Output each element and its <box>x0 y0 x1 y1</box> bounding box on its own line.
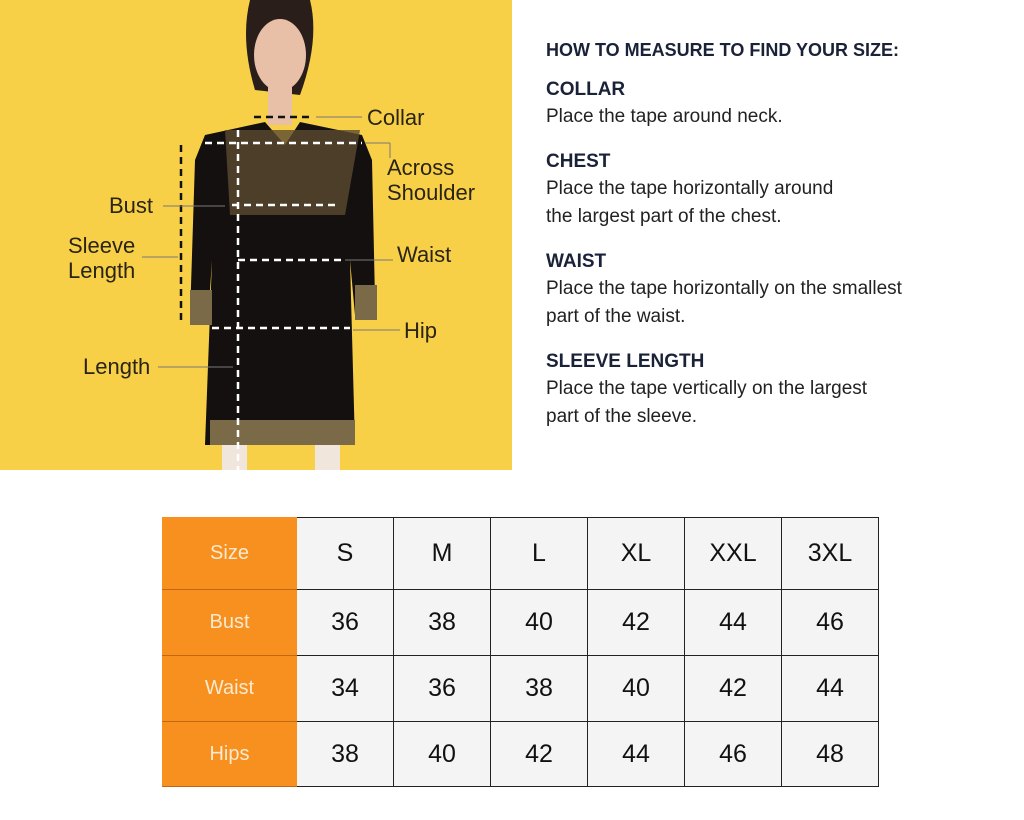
measurement-cell: 40 <box>587 655 685 722</box>
collar-label: Collar <box>367 105 425 130</box>
section-text: Place the tape horizontally around the l… <box>546 178 834 227</box>
section-heading: SLEEVE LENGTH <box>546 351 705 372</box>
measuring-guide: HOW TO MEASURE TO FIND YOUR SIZE: COLLAR… <box>546 40 1006 449</box>
size-header-cell: L <box>490 517 588 590</box>
section-text: Place the tape horizontally on the small… <box>546 278 902 327</box>
measurement-cell: 42 <box>684 655 782 722</box>
measurement-diagram: Collar Across Shoulder Bust Sleeve Lengt… <box>0 0 512 470</box>
guide-title: HOW TO MEASURE TO FIND YOUR SIZE: <box>546 40 900 60</box>
measurement-cell: 46 <box>781 589 879 656</box>
measurement-cell: 40 <box>490 589 588 656</box>
measurement-cell: 38 <box>490 655 588 722</box>
row-header: Waist <box>162 655 297 722</box>
size-header-cell: S <box>296 517 394 590</box>
section-text: Place the tape around neck. <box>546 106 783 127</box>
row-header: Hips <box>162 721 297 787</box>
size-header-cell: XXL <box>684 517 782 590</box>
across-shoulder-label: Across Shoulder <box>387 155 476 205</box>
measurement-cell: 44 <box>684 589 782 656</box>
size-chart-table: Size S M L XL XXL 3XL Bust 36 38 40 42 44 46 Waist 34 36… <box>162 517 879 787</box>
measurement-cell: 44 <box>781 655 879 722</box>
bust-label: Bust <box>109 193 154 218</box>
measurement-cell: 38 <box>393 589 491 656</box>
table-row: Waist 34 36 38 40 42 44 <box>162 655 879 722</box>
waist-label: Waist <box>397 242 452 267</box>
row-header: Size <box>162 517 297 590</box>
table-row: Size S M L XL XXL 3XL <box>162 517 879 590</box>
measurement-cell: 42 <box>587 589 685 656</box>
measurement-cell: 44 <box>587 721 685 787</box>
measurement-cell: 34 <box>296 655 394 722</box>
measurement-cell: 42 <box>490 721 588 787</box>
measurement-cell: 36 <box>296 589 394 656</box>
table-row: Hips 38 40 42 44 46 48 <box>162 721 879 787</box>
row-header: Bust <box>162 589 297 656</box>
hip-label: Hip <box>404 318 438 343</box>
guide-section-chest: CHEST Place the tape horizontally around… <box>546 149 1006 231</box>
section-heading: WAIST <box>546 251 607 272</box>
size-header-cell: M <box>393 517 491 590</box>
section-text: Place the tape vertically on the largest… <box>546 378 868 427</box>
guide-section-waist: WAIST Place the tape horizontally on the… <box>546 249 1006 331</box>
size-header-cell: 3XL <box>781 517 879 590</box>
table-row: Bust 36 38 40 42 44 46 <box>162 589 879 656</box>
measurement-cell: 38 <box>296 721 394 787</box>
kurta-model-illustration <box>142 0 400 470</box>
guide-section-sleeve-length: SLEEVE LENGTH Place the tape vertically … <box>546 349 1006 431</box>
size-header-cell: XL <box>587 517 685 590</box>
measurement-cell: 48 <box>781 721 879 787</box>
length-label: Length <box>83 354 151 379</box>
measurement-cell: 36 <box>393 655 491 722</box>
section-heading: COLLAR <box>546 79 626 100</box>
section-heading: CHEST <box>546 151 611 172</box>
measurement-cell: 46 <box>684 721 782 787</box>
measurement-cell: 40 <box>393 721 491 787</box>
sleeve-length-label: Sleeve Length <box>68 233 136 283</box>
guide-section-collar: COLLAR Place the tape around neck. <box>546 77 1006 131</box>
